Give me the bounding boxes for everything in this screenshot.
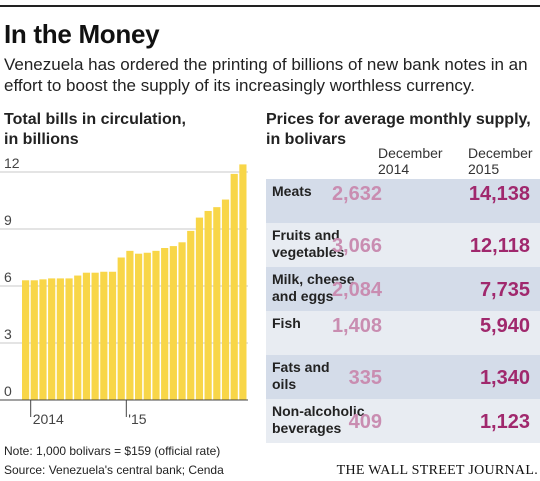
bar	[108, 271, 117, 400]
bar	[195, 217, 204, 400]
bar	[126, 250, 134, 400]
bar	[74, 275, 82, 400]
bar	[169, 246, 177, 400]
food-category-label: Fats and oils	[272, 359, 378, 393]
y-tick-label: 12	[4, 155, 20, 171]
bar	[22, 280, 30, 400]
chart-title: In the Money	[4, 19, 160, 49]
footnote: Note: 1,000 bolivars = $159 (official ra…	[4, 444, 221, 458]
y-tick-label: 9	[4, 212, 12, 228]
food-category-line1: Fats and	[272, 359, 330, 375]
bar	[239, 164, 247, 400]
food-category-label: Fruits and vegetables	[272, 227, 378, 261]
column-header-2015: December 2015	[468, 145, 533, 177]
price-dec-2015: 12,118	[469, 235, 530, 257]
table-row: Fats and oils 335 1,340	[266, 355, 540, 399]
price-dec-2014: 1,408	[331, 315, 382, 337]
bar	[65, 278, 73, 400]
food-category-line1: Non-alcoholic	[272, 403, 365, 419]
x-tick-label: '15	[128, 411, 146, 427]
bar-chart-heading-line1: Total bills in circulation,	[4, 111, 186, 128]
bar	[135, 253, 143, 400]
price-dec-2014: 3,066	[331, 235, 382, 257]
price-table: Meats 2,632 14,138 Fruits and vegetables 3,06…	[266, 179, 540, 443]
food-category-line2: and eggs	[272, 288, 334, 304]
table-row: Meats 2,632 14,138	[266, 179, 540, 223]
food-category-line1: Fish	[272, 315, 301, 331]
bar	[30, 280, 38, 400]
food-category-label: Non-alcoholic beverages	[272, 403, 378, 437]
bar	[221, 199, 230, 400]
bar	[230, 173, 238, 400]
bar-chart-heading: Total bills in circulation, in billions	[4, 110, 186, 150]
food-category-line2: vegetables	[272, 244, 345, 260]
bar	[213, 207, 221, 400]
price-dec-2015: 7,735	[479, 279, 530, 301]
bar	[117, 257, 125, 400]
food-category-label: Meats	[272, 183, 378, 200]
publisher-logo: THE WALL STREET JOURNAL.	[336, 463, 538, 478]
price-dec-2014: 335	[348, 367, 382, 389]
chart-subtitle: Venezuela has ordered the printing of bi…	[4, 55, 528, 95]
x-tick-label: 2014	[33, 411, 64, 427]
price-dec-2015: 5,940	[479, 315, 530, 337]
column-header-2014: December 2014	[378, 145, 443, 177]
price-dec-2014: 2,084	[331, 279, 382, 301]
bar-chart-heading-line2: in billions	[4, 131, 79, 148]
column-header-2014-line2: 2014	[378, 161, 410, 177]
price-table-heading: Prices for average monthly supply, in bo…	[266, 110, 531, 150]
bar	[161, 248, 169, 400]
table-row: Non-alcoholic beverages 409 1,123	[266, 399, 540, 443]
bar	[204, 210, 212, 400]
price-table-heading-line2: in bolivars	[266, 131, 347, 148]
food-category-line1: Fruits and	[272, 227, 340, 243]
price-table-heading-line1: Prices for average monthly supply,	[266, 111, 531, 128]
source-line: Source: Venezuela's central bank; Cenda	[4, 463, 224, 477]
bar	[91, 272, 99, 400]
y-tick-label: 0	[4, 383, 12, 399]
column-header-2014-line1: December	[378, 145, 443, 161]
price-dec-2014: 2,632	[331, 183, 382, 205]
price-dec-2015: 1,340	[479, 367, 530, 389]
column-header-2015-line2: 2015	[468, 161, 500, 177]
bar	[48, 278, 56, 400]
bar	[82, 272, 91, 400]
table-row: Fish 1,408 5,940	[266, 311, 540, 355]
food-category-label: Fish	[272, 315, 378, 332]
price-dec-2015: 14,138	[468, 183, 530, 205]
bar	[39, 279, 47, 400]
bar	[143, 252, 151, 400]
food-category-line1: Meats	[272, 183, 312, 199]
bills-bar-chart: 12 9 6 3 0 2014 '15	[0, 155, 248, 427]
column-header-2015-line1: December	[468, 145, 533, 161]
bar	[152, 250, 160, 400]
food-category-line2: beverages	[272, 420, 342, 436]
table-row: Fruits and vegetables 3,066 12,118	[266, 223, 540, 267]
y-tick-label: 3	[4, 326, 12, 342]
table-row: Milk, cheese and eggs 2,084 7,735	[266, 267, 540, 311]
food-category-line2: oils	[272, 376, 297, 392]
food-category-line1: Milk, cheese	[272, 271, 355, 287]
bar	[100, 271, 108, 400]
price-dec-2015: 1,123	[479, 411, 530, 433]
food-category-label: Milk, cheese and eggs	[272, 271, 378, 305]
price-dec-2014: 409	[348, 411, 382, 433]
top-rule	[0, 5, 540, 7]
bar	[187, 230, 195, 400]
y-tick-label: 6	[4, 269, 12, 285]
bar	[178, 242, 186, 400]
bar	[56, 278, 64, 400]
